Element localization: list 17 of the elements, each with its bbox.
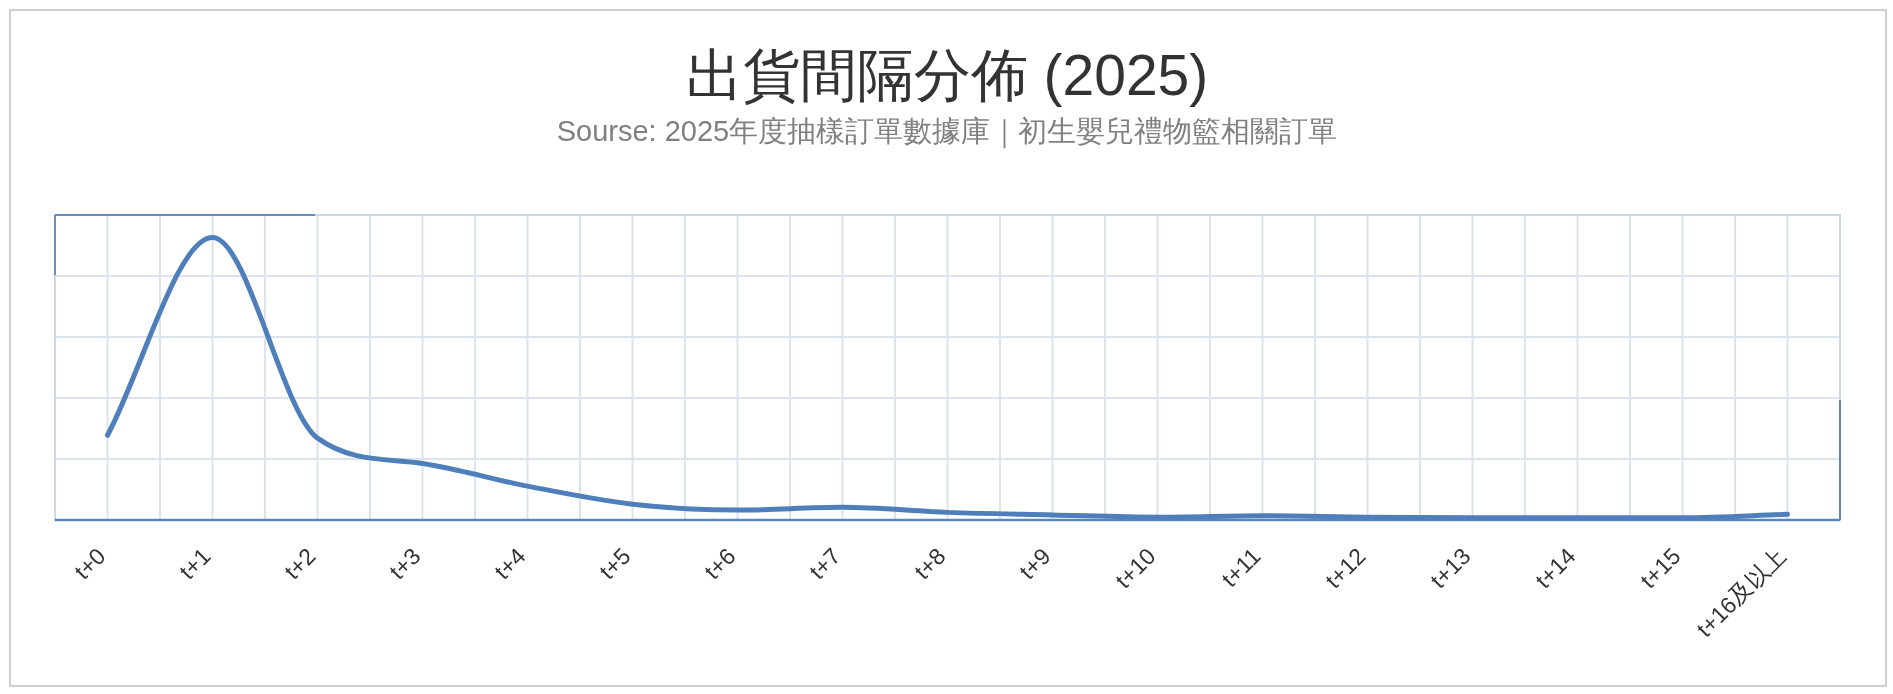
x-tick-label: t+16及以上 (1691, 542, 1791, 643)
x-tick-label: t+1 (174, 542, 216, 585)
x-tick-label: t+7 (804, 542, 846, 585)
x-tick-label: t+0 (69, 542, 111, 585)
x-tick-label: t+3 (384, 542, 426, 585)
x-tick-label: t+12 (1320, 542, 1371, 594)
x-tick-label: t+11 (1216, 542, 1266, 593)
x-tick-label: t+13 (1425, 542, 1476, 594)
subtitle: Sourse: 2025年度抽樣訂單數據庫｜初生嬰兒禮物籃相關訂單 (556, 115, 1338, 147)
x-tick-label: t+10 (1110, 542, 1161, 594)
x-tick-label: t+8 (909, 542, 951, 585)
x-tick-label: t+4 (489, 542, 531, 585)
title: 出貨間隔分佈 (2025) (685, 43, 1209, 107)
x-tick-label: t+5 (594, 542, 636, 585)
x-tick-label: t+9 (1014, 542, 1056, 585)
x-tick-label: t+2 (279, 542, 321, 585)
x-tick-label: t+6 (699, 542, 741, 585)
